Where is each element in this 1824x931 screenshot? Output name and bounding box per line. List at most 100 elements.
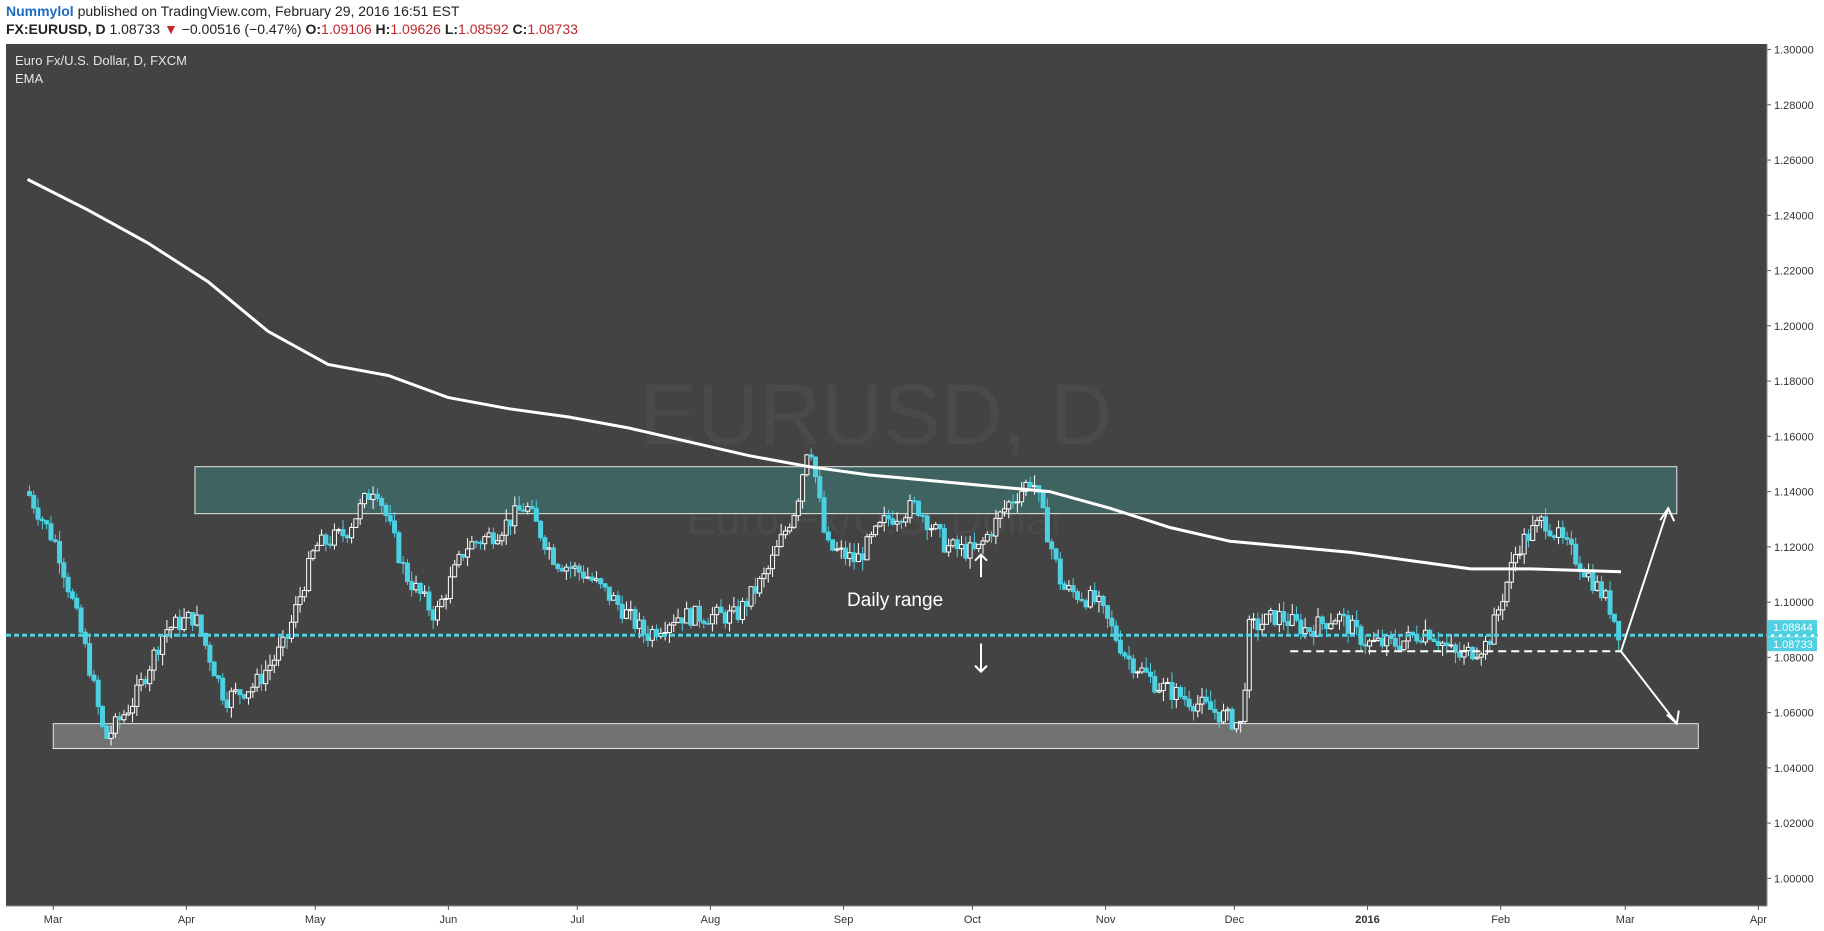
bear-candle <box>387 515 393 522</box>
y-tick-label: 1.16000 <box>1774 431 1814 443</box>
x-tick-label: Dec <box>1225 914 1245 926</box>
bull-candle <box>585 576 591 579</box>
bear-candle <box>701 620 707 624</box>
price-chart[interactable]: EURUSD, D Euro Fx/U.S. Dollar Daily rang… <box>6 44 1818 931</box>
bear-candle <box>916 500 922 516</box>
bear-candle <box>1113 625 1119 641</box>
symbol-label: FX:EURUSD, D <box>6 21 106 37</box>
bear-candle <box>911 500 917 503</box>
bear-candle <box>825 531 831 541</box>
bull-candle <box>1349 619 1355 634</box>
bull-candle <box>877 521 883 527</box>
bear-candle <box>1049 541 1055 550</box>
bear-candle <box>392 520 398 534</box>
bear-candle <box>1598 581 1604 599</box>
bear-candle <box>57 540 63 564</box>
bull-candle <box>1336 613 1342 622</box>
y-tick-label: 1.14000 <box>1774 487 1814 499</box>
bull-candle <box>727 610 733 624</box>
bear-candle <box>722 612 728 624</box>
bull-candle <box>1276 611 1282 626</box>
bear-candle <box>104 725 110 739</box>
bull-candle <box>301 590 307 598</box>
bull-candle <box>671 621 677 626</box>
bull-candle <box>168 626 174 631</box>
bull-candle <box>1263 613 1269 625</box>
bear-candle <box>1109 617 1115 627</box>
bull-candle <box>310 550 316 560</box>
bull-candle <box>847 552 853 559</box>
bull-candle <box>1483 640 1489 655</box>
bull-candle <box>976 543 982 550</box>
bear-candle <box>688 608 694 626</box>
bull-candle <box>1302 627 1308 635</box>
bull-candle <box>1513 554 1519 564</box>
bear-candle <box>1487 640 1493 645</box>
bear-candle <box>1122 652 1128 657</box>
y-tick-label: 1.28000 <box>1774 100 1814 112</box>
x-tick-label: Mar <box>44 914 63 926</box>
bear-candle <box>1040 492 1046 509</box>
bull-candle <box>357 503 363 520</box>
bear-candle <box>542 537 548 550</box>
bear-candle <box>516 505 522 511</box>
bull-candle <box>1384 635 1390 647</box>
bear-candle <box>1452 644 1458 653</box>
bear-candle <box>327 543 333 546</box>
bull-candle <box>456 553 462 566</box>
bull-candle <box>276 646 282 661</box>
bull-candle <box>185 612 191 619</box>
author-link[interactable]: Nummylol <box>6 3 74 19</box>
bull-candle <box>293 604 299 623</box>
y-tick-label: 1.06000 <box>1774 708 1814 720</box>
bull-candle <box>1032 485 1038 488</box>
bear-candle <box>886 515 891 520</box>
bear-candle <box>220 677 226 701</box>
bear-candle <box>1010 501 1016 504</box>
bear-candle <box>211 661 217 677</box>
bear-candle <box>1083 600 1089 608</box>
bull-candle <box>1401 640 1407 651</box>
bull-candle <box>1096 595 1102 603</box>
bear-candle <box>78 607 84 633</box>
legend-indicator: EMA <box>15 71 44 86</box>
bull-candle <box>967 542 973 559</box>
bear-candle <box>44 520 50 525</box>
bear-candle <box>808 454 814 458</box>
bull-candle <box>1586 572 1592 578</box>
bear-candle <box>1470 646 1476 660</box>
bear-candle <box>1551 535 1557 538</box>
bear-candle <box>477 542 483 545</box>
x-tick-label: Apr <box>178 914 195 926</box>
bull-candle <box>1500 601 1506 611</box>
bear-candle <box>1148 671 1154 677</box>
bull-candle <box>151 649 157 671</box>
watermark-symbol: EURUSD, D <box>639 367 1112 463</box>
bear-candle <box>1208 701 1214 710</box>
bear-candle <box>679 617 685 624</box>
bull-candle <box>791 515 797 528</box>
bull-candle <box>1465 646 1471 652</box>
bear-candle <box>35 507 41 520</box>
bear-candle <box>1216 711 1222 723</box>
bull-candle <box>1251 618 1257 621</box>
bull-candle <box>525 506 531 512</box>
bull-candle <box>1156 690 1162 693</box>
y-tick-label: 1.30000 <box>1774 45 1814 57</box>
bull-candle <box>254 673 260 688</box>
bull-candle <box>160 635 166 655</box>
bear-candle <box>1418 640 1424 643</box>
bull-candle <box>125 712 131 716</box>
bull-candle <box>1508 562 1514 583</box>
bull-candle <box>486 532 492 538</box>
bear-candle <box>117 716 123 721</box>
bull-candle <box>1225 708 1231 712</box>
bear-candle <box>602 583 608 588</box>
bear-candle <box>417 582 423 594</box>
bull-candle <box>838 547 844 550</box>
last-price-badge <box>1767 637 1817 652</box>
bull-candle <box>1367 640 1373 647</box>
bear-candle <box>1435 640 1441 647</box>
bull-candle <box>1246 619 1252 691</box>
bull-candle <box>134 684 140 707</box>
